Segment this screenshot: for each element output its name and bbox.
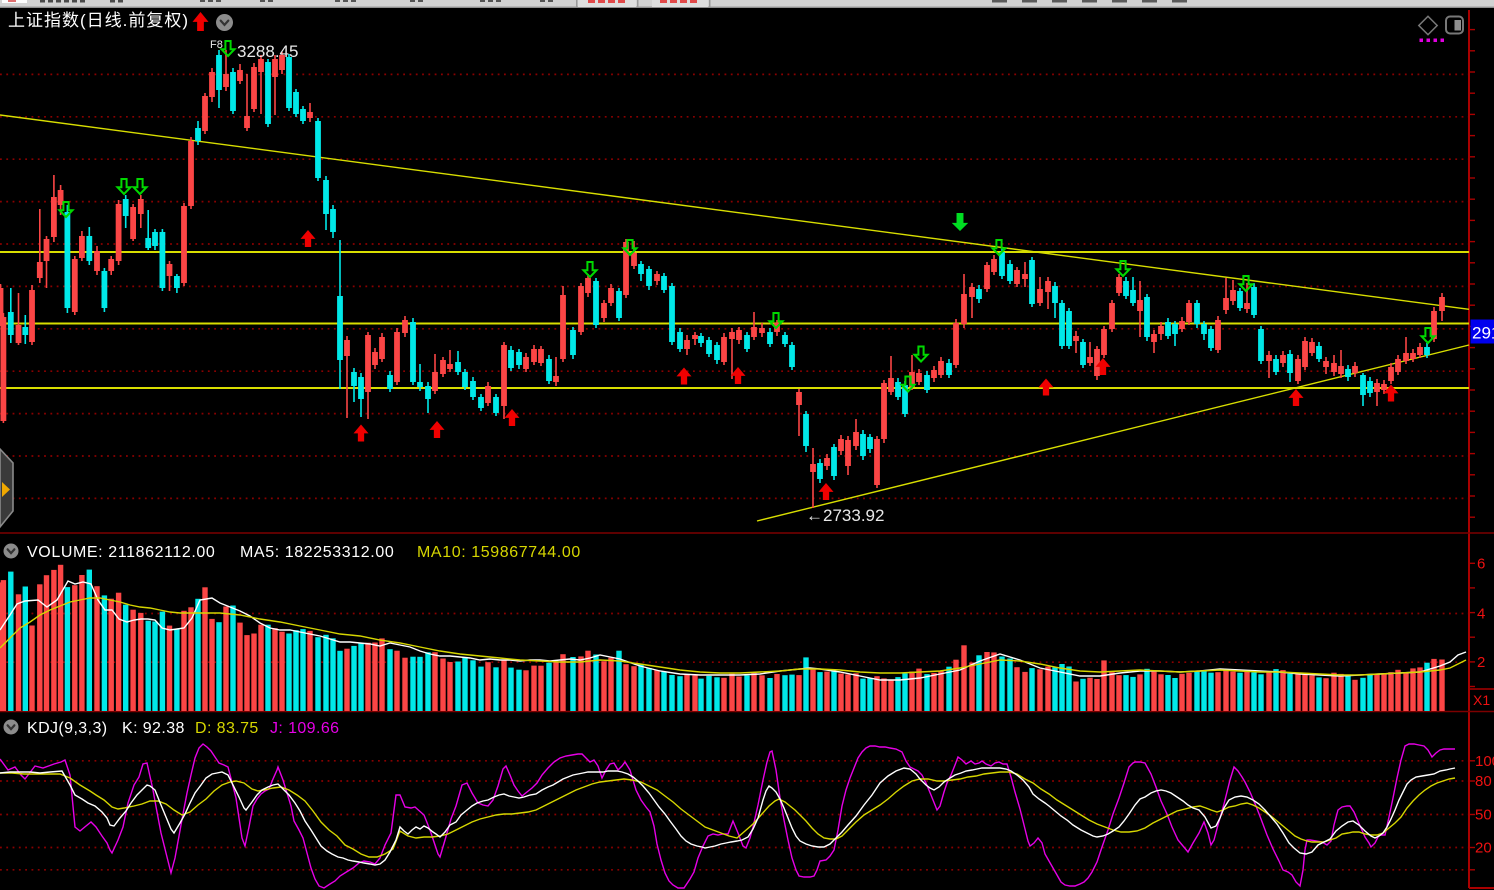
svg-text:6: 6: [1477, 555, 1485, 572]
svg-text:KDJ(9,3,3)K: 92.38D: 83.75J: 1: KDJ(9,3,3) K: 92.38 D: 83.75 J: 109.66: [27, 720, 339, 737]
svg-text:20: 20: [1475, 840, 1492, 857]
svg-text:←2733.92: ←2733.92: [806, 506, 884, 525]
svg-text:100: 100: [1475, 753, 1494, 770]
svg-text:X1: X1: [1473, 692, 1490, 708]
svg-text:3288.45: 3288.45: [237, 42, 298, 61]
svg-text:4: 4: [1477, 606, 1485, 623]
svg-text:2: 2: [1477, 654, 1485, 671]
svg-text:2918: 2918: [1472, 324, 1494, 343]
svg-text:50: 50: [1475, 807, 1492, 824]
svg-text:F8: F8: [210, 39, 223, 51]
svg-text:上证指数(日线.前复权): 上证指数(日线.前复权): [8, 11, 189, 30]
svg-text:80: 80: [1475, 773, 1492, 790]
